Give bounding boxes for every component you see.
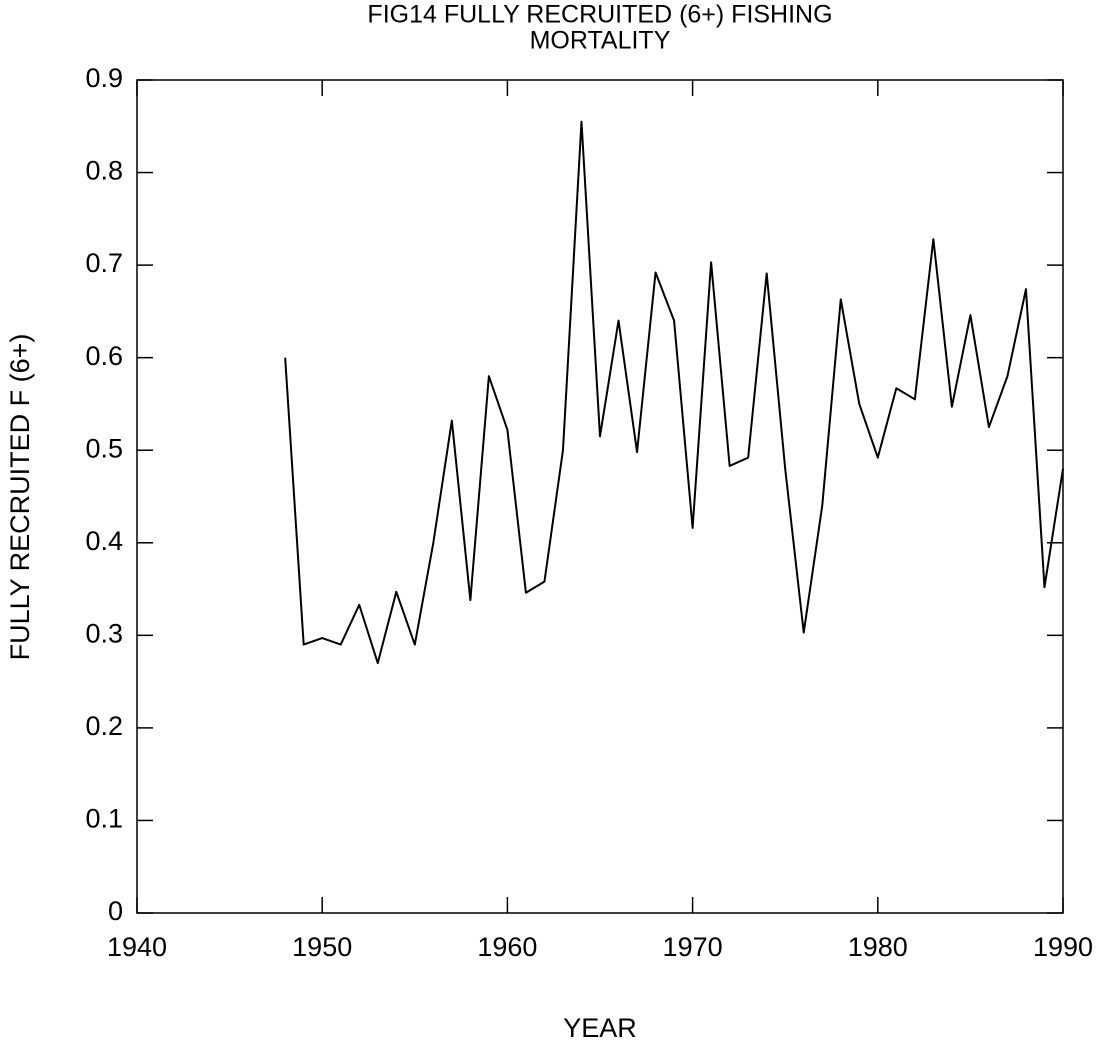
y-tick-label: 0.2 <box>85 711 123 741</box>
y-tick-label: 0.8 <box>85 156 123 186</box>
x-axis-label: YEAR <box>563 1013 637 1043</box>
x-tick-label: 1960 <box>477 932 537 962</box>
y-tick-label: 0 <box>108 896 123 926</box>
y-tick-label: 0.9 <box>85 63 123 93</box>
x-tick-label: 1950 <box>292 932 352 962</box>
y-tick-label: 0.5 <box>85 433 123 463</box>
chart-title: FIG14 FULLY RECRUITED (6+) FISHING <box>367 1 832 29</box>
x-tick-label: 1940 <box>107 932 167 962</box>
data-line <box>284 120 1064 665</box>
x-tick-label: 1980 <box>848 932 908 962</box>
y-tick-label: 0.6 <box>85 341 123 371</box>
chart-title: MORTALITY <box>530 27 671 55</box>
x-tick-label: 1970 <box>663 932 723 962</box>
plot-frame <box>136 79 1064 914</box>
y-tick-label: 0.4 <box>85 526 123 556</box>
y-tick-label: 0.1 <box>85 804 123 834</box>
y-axis-label: FULLY RECRUITED F (6+) <box>5 334 35 661</box>
y-tick-label: 0.7 <box>85 248 123 278</box>
x-tick-label: 1990 <box>1033 932 1093 962</box>
y-tick-label: 0.3 <box>85 618 123 648</box>
